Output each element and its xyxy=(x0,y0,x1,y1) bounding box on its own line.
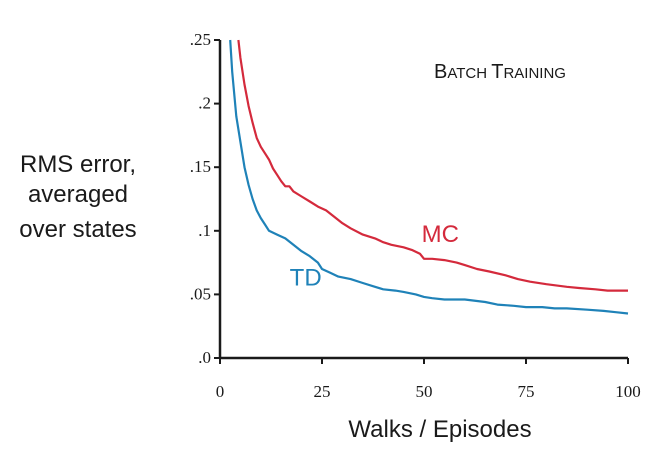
x-tick-label: 0 xyxy=(216,382,225,401)
series-group xyxy=(229,39,629,315)
x-tick-label: 100 xyxy=(615,382,641,401)
axes xyxy=(218,40,628,360)
x-tick-label: 75 xyxy=(518,382,535,401)
y-tick-label: .25 xyxy=(190,30,211,49)
series-line-td xyxy=(229,39,629,315)
y-tick-label: .2 xyxy=(198,94,211,113)
y-tick-label: .15 xyxy=(190,157,211,176)
y-tick-label: .0 xyxy=(198,348,211,367)
y-axis-label: RMS error, averaged over states xyxy=(19,151,136,243)
y-axis-label-line-3: over states xyxy=(19,216,136,243)
y-ticks: .0 .05 .1 .15 .2 .25 xyxy=(190,30,220,367)
annotations: MC TD xyxy=(290,221,459,291)
series-line-mc xyxy=(237,39,628,292)
chart-title: BATCH TRAINING xyxy=(434,61,566,83)
x-axis-label: Walks / Episodes xyxy=(348,416,531,443)
y-tick-label: .05 xyxy=(190,284,211,303)
y-axis-label-line-2: averaged xyxy=(28,181,128,208)
series-label-td: TD xyxy=(290,264,322,291)
x-tick-label: 25 xyxy=(314,382,331,401)
x-ticks: 0 25 50 75 100 xyxy=(216,358,641,401)
x-tick-label: 50 xyxy=(416,382,433,401)
y-axis-label-line-1: RMS error, xyxy=(20,151,136,178)
y-tick-label: .1 xyxy=(198,221,211,240)
series-label-mc: MC xyxy=(422,221,459,248)
